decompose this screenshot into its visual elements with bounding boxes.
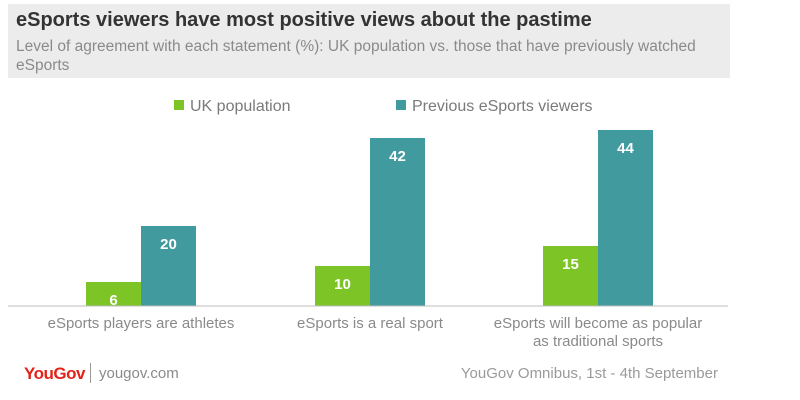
data-label-s2-c3: 44 [617, 140, 634, 157]
legend-label-1: UK population [190, 98, 291, 115]
footer-url: yougov.com [99, 365, 179, 382]
legend-label-2: Previous eSports viewers [412, 98, 593, 115]
legend-swatch-1 [174, 100, 184, 110]
bar-s2-c1 [141, 226, 196, 306]
data-label-s1-c3: 15 [562, 256, 579, 273]
data-label-s2-c2: 42 [389, 148, 406, 165]
bar-s2-c3 [598, 130, 653, 306]
data-label-s1-c2: 10 [334, 276, 351, 293]
data-label-s1-c1: 6 [109, 292, 117, 309]
chart-title: eSports viewers have most positive views… [16, 9, 592, 31]
data-label-s2-c1: 20 [160, 236, 177, 253]
category-label-1: eSports players are athletes [48, 315, 235, 332]
category-label-3-line-2: as traditional sports [533, 333, 663, 350]
legend-swatch-2 [396, 100, 406, 110]
bar-s2-c2 [370, 138, 425, 306]
footer-divider [90, 363, 91, 383]
bar-s1-c2 [315, 266, 370, 306]
bar-s1-c3 [543, 246, 598, 306]
chart-header: eSports viewers have most positive views… [8, 4, 730, 78]
chart-subtitle: Level of agreement with each statement (… [16, 38, 696, 74]
yougov-logo: YouGov [24, 364, 85, 383]
footer-source: YouGov Omnibus, 1st - 4th September [460, 365, 718, 382]
bar-s1-c1 [86, 282, 141, 306]
category-label-2: eSports is a real sport [297, 315, 444, 332]
category-label-3-line-1: eSports will become as popular [494, 315, 702, 332]
